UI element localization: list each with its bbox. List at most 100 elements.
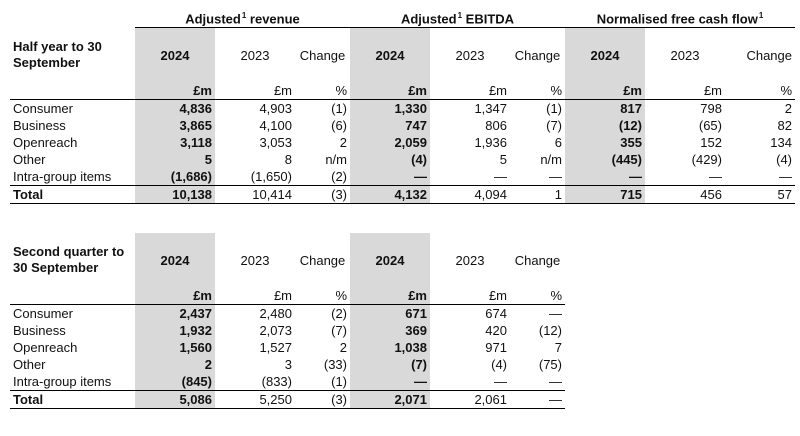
cell-e24: (7) [350,356,430,373]
cell-e23: — [494,169,507,185]
cell-rc: (1) [331,374,347,389]
cell-ec: — [549,306,562,321]
cell-ec: 7 [554,340,562,355]
cell-r24: 2 [135,356,215,373]
cell-e24: 671 [350,304,430,322]
cell-rc: 2 [339,135,347,151]
cell-fc: — [779,169,792,185]
row-label: Consumer [13,306,73,321]
row-label: Consumer [13,101,73,117]
table-row: Openreach 3,118 3,053 2 2,059 1,936 6 355 152 134 [10,134,795,152]
cell-e23: 1,936 [474,135,507,151]
cell-e24: 747 [350,117,430,135]
cell-ec: (12) [538,323,562,338]
cell-e23: 420 [485,323,507,338]
pct-label: % [510,287,565,305]
cell-r23: (833) [261,374,292,389]
group-header-row: Adjusted1 revenue Adjusted1 EBITDA Norma… [10,7,795,29]
cell-r24: 3,865 [135,117,215,135]
cell-f23: 798 [700,101,722,117]
cell-rc: (2) [331,306,347,321]
cell-r23: 4,903 [259,101,292,117]
cell-f23: 456 [645,185,725,205]
cell-r24: 5,086 [135,390,215,409]
fcf-2023-header: 2023 [670,47,700,63]
cell-rc: (1) [331,101,347,117]
adjusted-ebitda-heading: Adjusted1 EBITDA [350,7,565,29]
cell-fc: (4) [776,152,792,168]
cell-fc: 134 [770,135,792,151]
cell-r24: 4,836 [135,99,215,118]
table-row: Business 3,865 4,100 (6) 747 806 (7) (12) (65) 82 [10,117,795,135]
unit-row: £m £m % £m £m % [10,287,565,305]
cell-rc: (3) [295,185,350,205]
pct-label: % [725,82,795,101]
cell-f23: 152 [700,135,722,151]
unit-label: £m [430,287,510,305]
cell-r23: 3,053 [259,135,292,151]
cell-e23: 971 [485,340,507,355]
revenue-2023-header: 2023 [240,47,270,63]
table-row: Consumer 2,437 2,480 (2) 671 674 — [10,304,565,322]
ebitda-change-header: Change [514,252,561,268]
fcf-2024-header: 2024 [565,27,645,83]
unit-label: £m [565,82,645,101]
cell-e24: 2,059 [350,134,430,152]
cell-e24: 1,038 [350,339,430,356]
total-row: Total 10,138 10,414 (3) 4,132 4,094 1 715 456 57 [10,185,795,205]
year-header-row: Half year to 30 September 2024 2023 Chan… [10,27,795,83]
cell-e24: 1,330 [350,99,430,118]
cell-r23: 1,527 [259,340,292,355]
cell-e23: 5 [499,152,507,168]
cell-e23: 2,061 [430,390,510,409]
cell-ec: 1 [510,185,565,205]
cell-f24: 817 [565,99,645,118]
pct-label: % [510,82,565,101]
table-row: Other 2 3 (33) (7) (4) (75) [10,356,565,373]
cell-ec: — [510,390,565,409]
ebitda-2024-header: 2024 [350,233,430,287]
revenue-2024-header: 2024 [135,233,215,287]
ebitda-2023-header: 2023 [455,47,485,63]
cell-r23: 2,073 [259,323,292,338]
cell-ec: — [549,169,562,185]
row-label: Other [13,152,46,168]
cell-r24: 2,437 [135,304,215,322]
cell-r24: 1,560 [135,339,215,356]
cell-fc: 57 [725,185,795,205]
cell-f24: 355 [565,134,645,152]
unit-row: £m £m % £m £m % £m £m % [10,82,795,101]
unit-label: £m [135,287,215,305]
row-label: Intra-group items [13,169,112,185]
cell-r23: 10,414 [215,185,295,205]
table-row: Intra-group items (845) (833) (1) — — — [10,373,565,391]
unit-label: £m [350,82,430,101]
cell-f24: 715 [565,185,645,205]
cell-r24: 5 [135,151,215,169]
cell-rc: (7) [331,323,347,338]
pct-label: % [295,82,350,101]
ebitda-change-header: Change [514,47,561,63]
cell-ec: 6 [554,135,562,151]
cell-e23: 806 [485,118,507,134]
table-row: Business 1,932 2,073 (7) 369 420 (12) [10,322,565,339]
period-label: Half year to 30 September [13,39,102,71]
cell-rc: n/m [325,152,347,168]
unit-label: £m [215,287,295,305]
total-row: Total 5,086 5,250 (3) 2,071 2,061— [10,390,565,409]
cell-f24: — [565,168,645,186]
cell-e24: (4) [350,151,430,169]
adjusted-revenue-heading: Adjusted1 revenue [135,7,350,29]
cell-e23: 674 [485,306,507,321]
cell-rc: (3) [295,390,350,409]
row-label: Total [10,185,135,205]
ebitda-2023-header: 2023 [455,252,485,268]
table-row: Intra-group items (1,686) (1,650) (2) — — — — — — [10,168,795,186]
revenue-2023-header: 2023 [240,252,270,268]
revenue-change-header: Change [299,252,346,268]
cell-r23: 3 [284,357,292,372]
row-label: Openreach [13,340,78,355]
cell-fc: 2 [784,101,792,117]
cell-r23: 4,100 [259,118,292,134]
cell-e24: 4,132 [350,185,430,205]
